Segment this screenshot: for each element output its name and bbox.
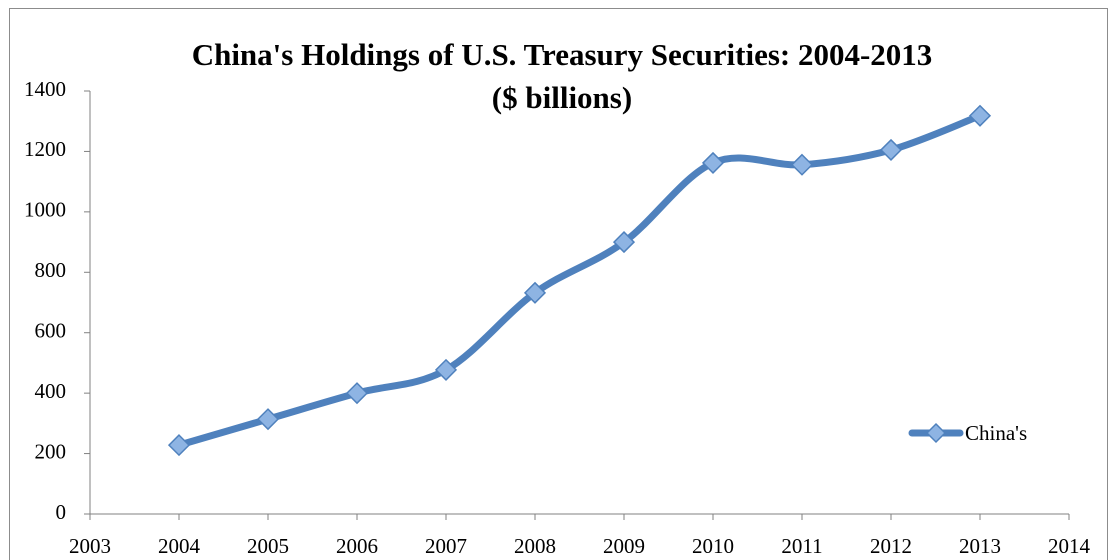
y-tick-label: 1200 [24, 137, 66, 161]
marker [790, 153, 814, 176]
y-tick-label: 1400 [24, 77, 66, 101]
y-tick-label: 200 [35, 439, 67, 463]
chart-subtitle: ($ billions) [492, 80, 632, 115]
legend-label: China's [965, 421, 1027, 445]
marker [523, 281, 547, 304]
marker [612, 231, 636, 254]
x-tick-label: 2004 [158, 534, 201, 558]
y-tick-label: 0 [56, 500, 67, 524]
y-tick-label: 1000 [24, 198, 66, 222]
x-tick-label: 2010 [692, 534, 734, 558]
marker [256, 408, 280, 431]
x-tick-label: 2013 [959, 534, 1001, 558]
chart-title: China's Holdings of U.S. Treasury Securi… [192, 37, 933, 72]
x-tick-label: 2009 [603, 534, 645, 558]
y-tick-label: 600 [35, 319, 67, 343]
x-tick-label: 2011 [781, 534, 822, 558]
x-tick-label: 2006 [336, 534, 378, 558]
x-tick-label: 2014 [1048, 534, 1091, 558]
y-tick-label: 400 [35, 379, 67, 403]
marker [345, 382, 369, 405]
series-line [175, 112, 984, 449]
y-tick-label: 800 [35, 258, 67, 282]
marker [879, 138, 903, 161]
marker [968, 104, 992, 127]
x-tick-label: 2003 [69, 534, 111, 558]
marker [434, 358, 458, 381]
chart-frame [9, 8, 1108, 560]
marker [167, 434, 191, 457]
x-tick-label: 2012 [870, 534, 912, 558]
marker [701, 151, 725, 174]
x-tick-label: 2005 [247, 534, 289, 558]
x-tick-label: 2008 [514, 534, 556, 558]
x-tick-label: 2007 [425, 534, 467, 558]
legend-marker [925, 422, 947, 444]
